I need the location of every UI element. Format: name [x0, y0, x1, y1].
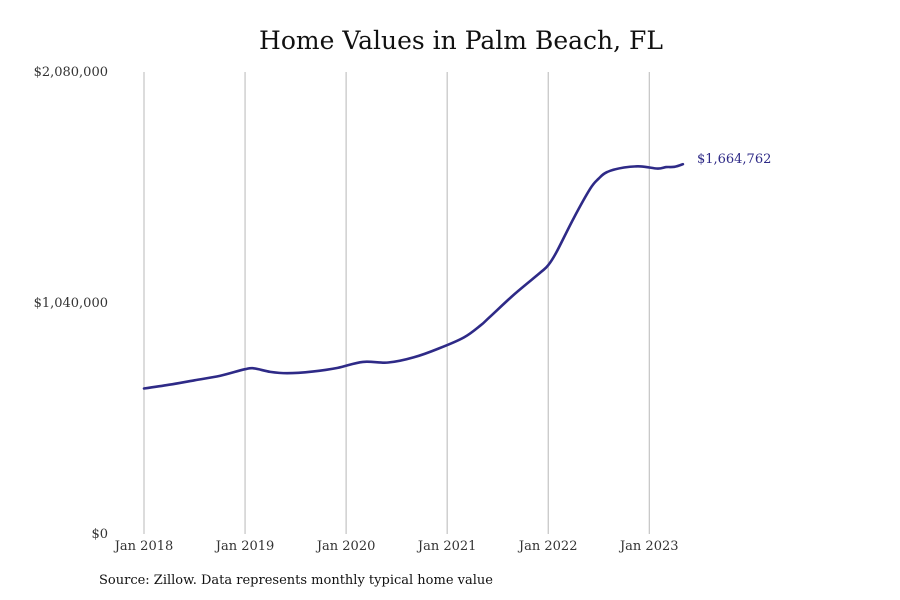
x-tick-label: Jan 2023 [618, 539, 679, 554]
series [142, 162, 685, 390]
x-axis: Jan 2018 Jan 2019 Jan 2020 Jan 2021 Jan 2022… [113, 539, 679, 554]
source-note: Source: Zillow. Data represents monthly … [99, 573, 493, 588]
gridlines [143, 72, 650, 534]
y-axis: $0 $1,040,000 $2,080,000 [34, 65, 108, 542]
x-tick-label: Jan 2018 [113, 539, 174, 554]
x-tick-label: Jan 2021 [416, 539, 477, 554]
y-tick-label: $0 [91, 527, 108, 542]
y-tick-label: $1,040,000 [34, 296, 108, 311]
x-tick-label: Jan 2020 [315, 539, 376, 554]
x-tick-label: Jan 2019 [214, 539, 275, 554]
chart-title: Home Values in Palm Beach, FL [259, 26, 663, 55]
x-tick-label: Jan 2022 [517, 539, 578, 554]
series-line-0 [142, 162, 685, 390]
end-value-label: $1,664,762 [697, 152, 771, 167]
y-tick-label: $2,080,000 [34, 65, 108, 80]
